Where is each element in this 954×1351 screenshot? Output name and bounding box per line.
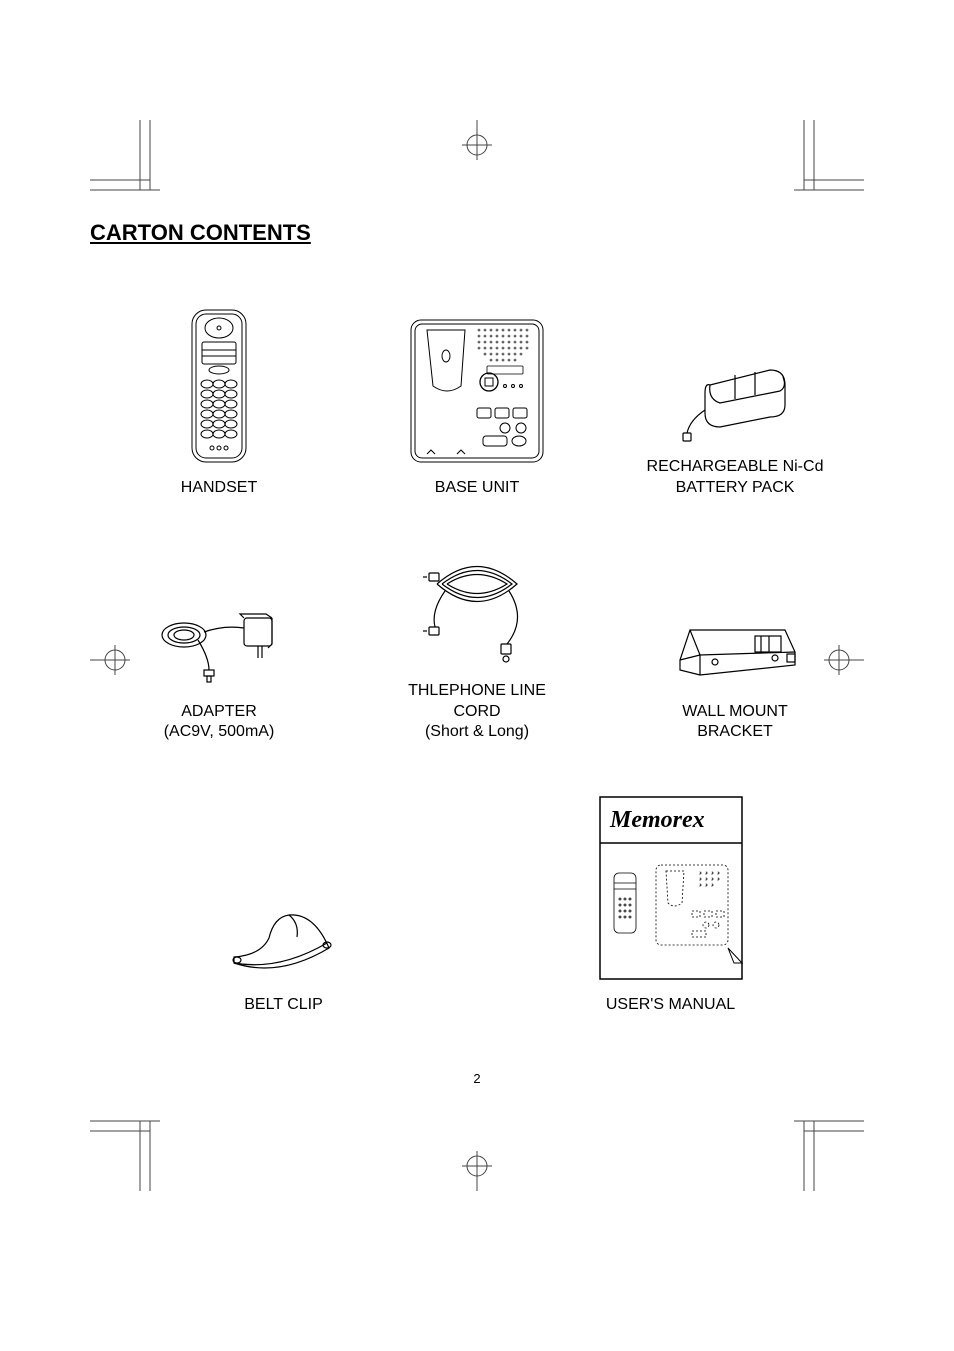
manual-label: USER'S MANUAL (606, 995, 735, 1016)
item-manual: Memorex (477, 793, 864, 1016)
item-handset: HANDSET (91, 306, 346, 499)
bracket-label-line2: BRACKET (697, 723, 773, 740)
cord-label-line3: (Short & Long) (425, 723, 529, 740)
manual-illustration: Memorex (596, 793, 746, 983)
contents-row-1: HANDSET (90, 306, 864, 499)
item-bracket: WALL MOUNT BRACKET (607, 610, 862, 744)
belt-clip-label: BELT CLIP (244, 995, 323, 1016)
item-belt-clip: BELT CLIP (90, 893, 477, 1016)
handset-illustration (184, 306, 254, 466)
base-unit-illustration (407, 316, 547, 466)
contents-row-2: ADAPTER (AC9V, 500mA) (90, 549, 864, 743)
cord-illustration (417, 549, 537, 669)
bracket-label-line1: WALL MOUNT (682, 703, 787, 720)
adapter-illustration (154, 600, 284, 690)
bracket-label: WALL MOUNT BRACKET (682, 702, 787, 744)
item-base-unit: BASE UNIT (349, 316, 604, 499)
page-number: 2 (473, 1071, 480, 1086)
svg-text:Memorex: Memorex (609, 807, 705, 833)
battery-label-line1: RECHARGEABLE Ni-Cd (647, 458, 824, 475)
battery-label: RECHARGEABLE Ni-Cd BATTERY PACK (647, 457, 824, 499)
base-unit-label: BASE UNIT (435, 478, 519, 499)
item-cord: THLEPHONE LINE CORD (Short & Long) (349, 549, 604, 743)
item-adapter: ADAPTER (AC9V, 500mA) (91, 600, 346, 744)
item-battery: RECHARGEABLE Ni-Cd BATTERY PACK (607, 355, 862, 499)
adapter-label: ADAPTER (AC9V, 500mA) (164, 702, 275, 744)
belt-clip-illustration (219, 893, 349, 983)
section-title: CARTON CONTENTS (90, 220, 864, 246)
contents-row-3: BELT CLIP Memorex (90, 793, 864, 1016)
bracket-illustration (665, 610, 805, 690)
battery-illustration (675, 355, 795, 445)
adapter-label-line1: ADAPTER (181, 703, 257, 720)
document-page: CARTON CONTENTS (0, 0, 954, 1351)
cord-label-line2: CORD (453, 703, 500, 720)
handset-label: HANDSET (181, 478, 257, 499)
battery-label-line2: BATTERY PACK (676, 479, 795, 496)
cord-label-line1: THLEPHONE LINE (408, 682, 546, 699)
cord-label: THLEPHONE LINE CORD (Short & Long) (408, 681, 546, 743)
adapter-label-line2: (AC9V, 500mA) (164, 723, 275, 740)
